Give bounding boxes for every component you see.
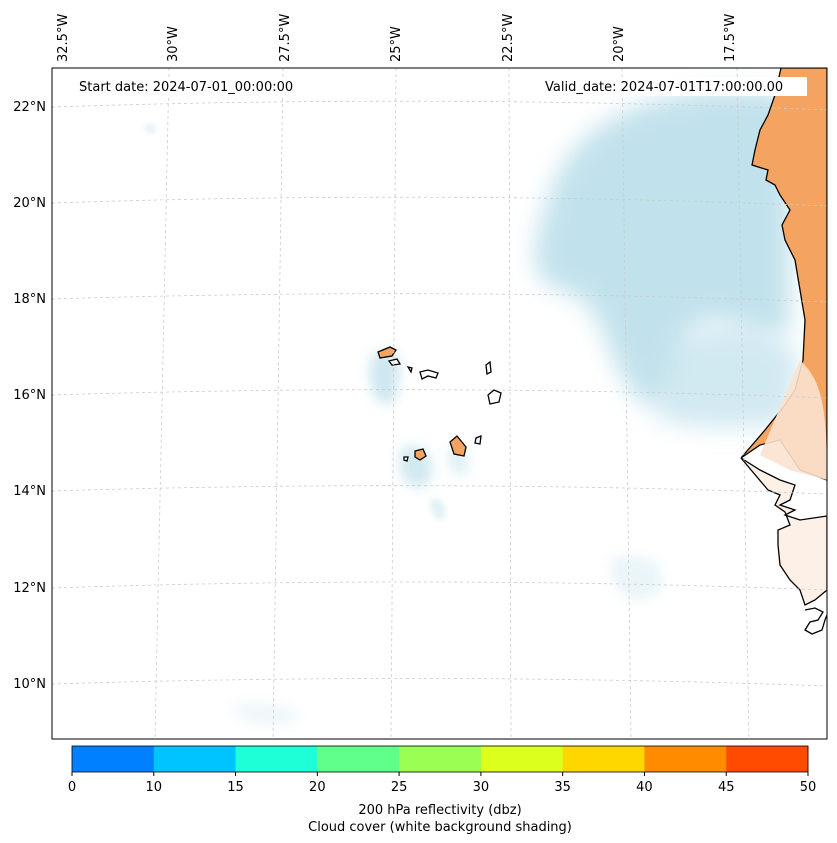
colorbar: 0 10 15 20 25 30 35 40 45 50	[68, 745, 817, 795]
lat-label: 14°N	[13, 484, 46, 499]
colorbar-frame	[71, 745, 809, 773]
lon-label: 32.5°W	[56, 14, 71, 62]
lat-label: 22°N	[13, 100, 46, 115]
lon-label: 17.5°W	[723, 14, 738, 62]
lon-label: 30°W	[166, 26, 181, 62]
colorbar-tick-label: 25	[391, 780, 408, 795]
lon-label: 25°W	[389, 26, 404, 62]
colorbar-tick-label: 15	[227, 780, 244, 795]
lon-label: 27.5°W	[278, 14, 293, 62]
latitude-labels: 22°N 20°N 18°N 16°N 14°N 12°N 10°N	[13, 100, 46, 692]
colorbar-tick-label: 50	[800, 780, 817, 795]
longitude-labels: 32.5°W 30°W 27.5°W 25°W 22.5°W 20°W 17.5…	[56, 14, 738, 62]
start-date-annotation: Start date: 2024-07-01_00:00:00	[74, 77, 308, 96]
lat-label: 12°N	[13, 581, 46, 596]
colorbar-segment	[153, 746, 237, 772]
lon-label: 20°W	[612, 26, 627, 62]
africa-landmass	[740, 68, 827, 635]
colorbar-tick-label: 10	[146, 780, 163, 795]
colorbar-segment	[480, 746, 564, 772]
cape-verde-islands	[377, 346, 502, 462]
colorbar-segment	[235, 746, 318, 772]
valid-date-label: Valid_date: 2024-07-01T17:00:00.00	[545, 80, 783, 95]
colorbar-tick-label: 45	[718, 780, 735, 795]
colorbar-segment	[644, 746, 727, 772]
colorbar-label: 200 hPa reflectivity (dbz)	[358, 803, 521, 818]
colorbar-tick-label: 20	[309, 780, 326, 795]
map-frame	[51, 67, 828, 740]
colorbar-segment	[317, 746, 400, 772]
colorbar-sublabel: Cloud cover (white background shading)	[308, 820, 572, 835]
lon-label: 22.5°W	[501, 14, 516, 62]
colorbar-segment	[399, 746, 482, 772]
lat-label: 10°N	[13, 677, 46, 692]
valid-date-annotation: Valid_date: 2024-07-01T17:00:00.00	[541, 77, 807, 96]
colorbar-segment	[72, 746, 155, 772]
colorbar-tick-label: 40	[636, 780, 653, 795]
cloud-cover-layer	[145, 90, 800, 725]
colorbar-tick-label: 35	[554, 780, 571, 795]
lat-label: 18°N	[13, 292, 46, 307]
colorbar-tick-label: 30	[473, 780, 490, 795]
lat-label: 16°N	[13, 388, 46, 403]
start-date-label: Start date: 2024-07-01_00:00:00	[79, 80, 293, 95]
colorbar-tick-label: 0	[68, 780, 76, 795]
colorbar-segment	[562, 746, 645, 772]
graticule	[52, 68, 827, 739]
lat-label: 20°N	[13, 196, 46, 211]
colorbar-segment	[726, 746, 809, 772]
